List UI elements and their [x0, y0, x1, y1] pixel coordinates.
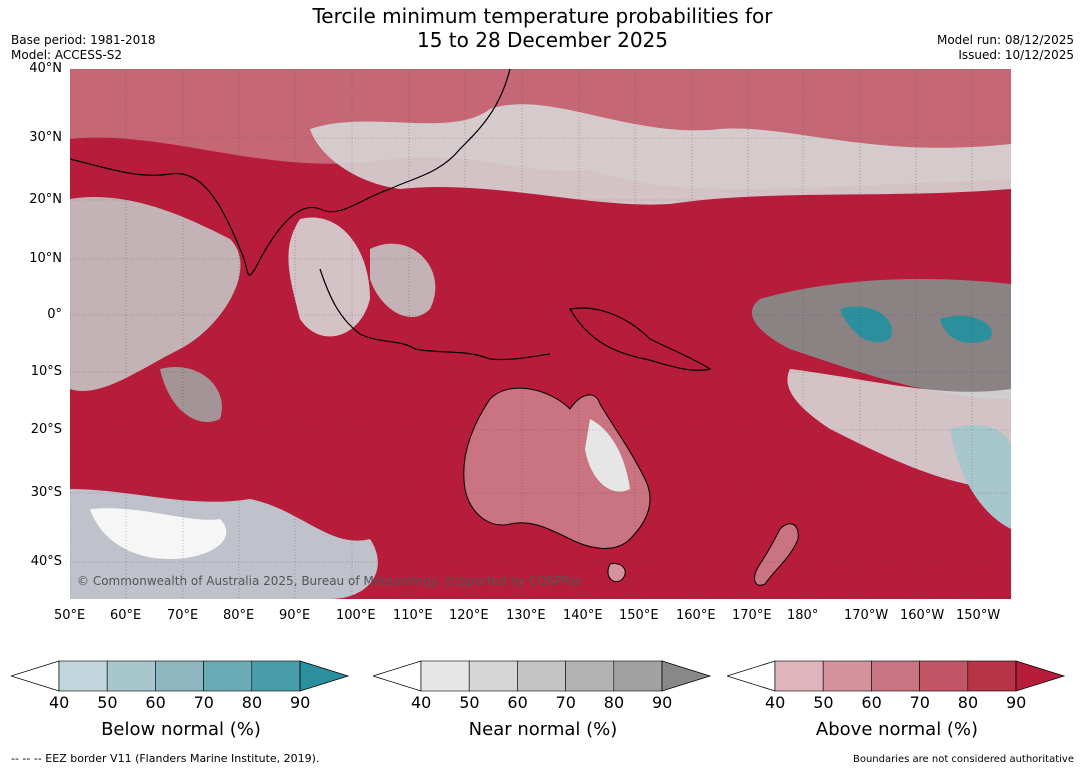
longitude-label: 120°E	[449, 608, 489, 623]
copyright-text: © Commonwealth of Australia 2025, Bureau…	[77, 574, 583, 588]
colorbar-tick-label: 50	[459, 693, 480, 712]
colorbar-tick-label: 60	[507, 693, 528, 712]
colorbar-segment	[468, 660, 518, 692]
colorbar-high-extension	[1015, 660, 1066, 692]
colorbar-segment	[58, 660, 108, 692]
colorbar-segment	[919, 660, 969, 692]
colorbar-segment	[871, 660, 920, 692]
colorbar-segment	[251, 660, 301, 692]
colorbar	[373, 660, 712, 692]
colorbar-segment	[822, 660, 872, 692]
maritime-continent-coastline	[319, 268, 551, 361]
colorbar-low-extension	[11, 660, 60, 692]
colorbar-segment	[774, 660, 824, 692]
region-north-near-normal	[310, 104, 1011, 205]
longitude-label: 130°E	[506, 608, 546, 623]
base-period: Base period: 1981-2018	[11, 33, 156, 47]
colorbar-low-extension	[727, 660, 776, 692]
colorbar	[11, 660, 350, 692]
latitude-label: 20°N	[29, 192, 62, 207]
colorbar-tick-label: 50	[813, 693, 834, 712]
colorbar-tick-label: 50	[97, 693, 118, 712]
longitude-label: 110°E	[393, 608, 433, 623]
colorbar-tick-label: 70	[909, 693, 930, 712]
colorbar-segment	[155, 660, 204, 692]
longitude-label: 100°E	[336, 608, 376, 623]
region-indochina-near-normal	[288, 217, 370, 337]
colorbar-segment	[613, 660, 663, 692]
colorbar-segment	[106, 660, 156, 692]
colorbar-tick-label: 90	[290, 693, 311, 712]
latitude-label: 10°N	[29, 251, 62, 266]
longitude-label: 80°E	[223, 608, 255, 623]
colorbar-tick-label: 80	[957, 693, 979, 712]
longitude-label: 150°E	[619, 608, 659, 623]
colorbar-segment	[967, 660, 1017, 692]
map-title-line2: 15 to 28 December 2025	[416, 28, 668, 52]
colorbar-title: Above normal (%)	[815, 719, 979, 740]
colorbar-low-extension	[373, 660, 422, 692]
longitude-label: 70°E	[167, 608, 199, 623]
region-southern-indian-white	[90, 508, 227, 559]
colorbar-tick-label: 90	[1006, 693, 1027, 712]
eez-footnote: -- -- -- EEZ border V11 (Flanders Marine…	[11, 752, 320, 765]
longitude-label: 160°W	[900, 608, 945, 623]
colorbar-tick-label: 90	[652, 693, 673, 712]
latitude-label: 0°	[47, 307, 62, 322]
longitude-label: 150°W	[956, 608, 1001, 623]
region-south-pacific-near-normal	[787, 369, 1011, 489]
colorbar-high-extension	[661, 660, 712, 692]
colorbar-tick-label: 60	[861, 693, 882, 712]
longitude-label: 180°	[787, 608, 819, 623]
colorbar-tick-label: 70	[555, 693, 576, 712]
colorbar-tick-label: 60	[145, 693, 166, 712]
colorbar-tick-label: 40	[411, 693, 432, 712]
colorbar-segment	[517, 660, 566, 692]
region-indian-ocean-near-normal	[160, 367, 222, 422]
latitude-label: 30°S	[30, 485, 62, 500]
map-title-line1: Tercile minimum temperature probabilitie…	[312, 4, 773, 28]
latitude-label: 30°N	[29, 130, 62, 145]
colorbar-high-extension	[299, 660, 350, 692]
latitude-label: 40°S	[30, 554, 62, 569]
region-australia-near-normal	[585, 419, 630, 492]
longitude-label: 90°E	[279, 608, 311, 623]
new-zealand	[754, 523, 799, 586]
longitude-label: 60°E	[110, 608, 142, 623]
colorbar-tick-label: 80	[241, 693, 263, 712]
colorbar-segment	[420, 660, 470, 692]
longitude-label: 50°E	[54, 608, 86, 623]
model-run: Model run: 08/12/2025	[936, 33, 1074, 47]
colorbar-tick-label: 40	[765, 693, 786, 712]
colorbar-segment	[203, 660, 253, 692]
probability-map	[70, 69, 1011, 599]
colorbar-title: Near normal (%)	[468, 719, 618, 740]
latitude-label: 40°N	[29, 61, 62, 76]
region-south-pacific-below-normal	[950, 425, 1011, 529]
region-south-china-sea	[370, 243, 436, 318]
colorbar-segment	[565, 660, 615, 692]
australia-landmass	[463, 387, 651, 549]
latitude-label: 20°S	[30, 422, 62, 437]
longitude-label: 170°E	[732, 608, 772, 623]
boundaries-note: Boundaries are not considered authoritat…	[852, 754, 1074, 765]
asia-coastline	[70, 69, 511, 276]
model-name: Model: ACCESS-S2	[11, 48, 123, 62]
colorbar-tick-label: 70	[193, 693, 214, 712]
latitude-label: 10°S	[30, 364, 62, 379]
colorbar-title: Below normal (%)	[101, 719, 261, 740]
region-arabian-sea-near-normal	[70, 197, 241, 391]
map-gridlines	[70, 69, 1011, 599]
new-guinea-coastline	[569, 307, 712, 371]
colorbar	[727, 660, 1066, 692]
colorbar-tick-label: 80	[603, 693, 625, 712]
region-central-pacific-below-normal	[840, 306, 992, 343]
longitude-label: 170°W	[844, 608, 889, 623]
colorbar-tick-label: 40	[49, 693, 70, 712]
longitude-label: 140°E	[563, 608, 603, 623]
tasmania	[607, 563, 626, 583]
longitude-label: 160°E	[676, 608, 716, 623]
issued-date: Issued: 10/12/2025	[958, 48, 1074, 62]
